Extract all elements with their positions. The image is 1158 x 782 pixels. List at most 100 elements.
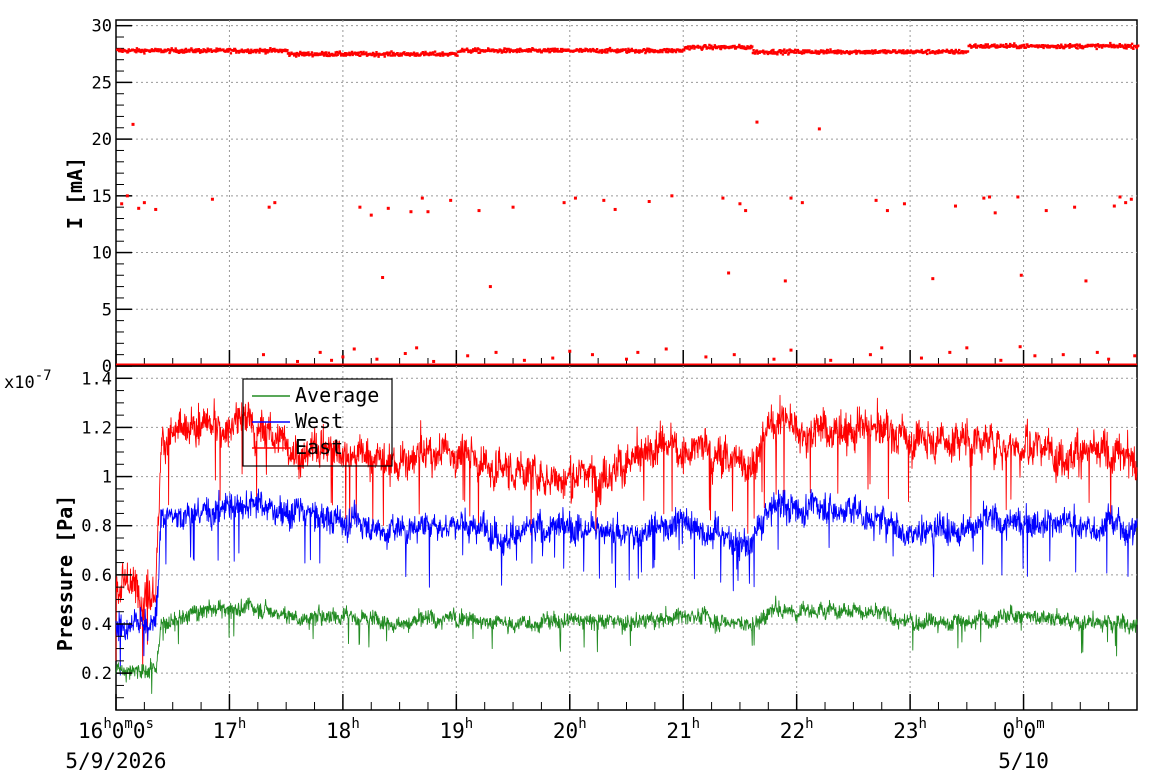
current-outlier-point (131, 122, 135, 126)
current-low-point (466, 354, 470, 358)
current-low-point (494, 350, 498, 354)
current-low-point (1033, 354, 1037, 358)
current-low-point (1095, 350, 1099, 354)
pressure-axis-exponent: x10-7 (4, 368, 52, 393)
current-outlier-point (755, 120, 759, 124)
current-low-point (261, 353, 265, 357)
current-low-point (375, 357, 379, 361)
current-outlier-point (477, 209, 481, 213)
legend-box (242, 378, 393, 467)
current-outlier-point (386, 206, 390, 210)
current-outlier-point (1129, 197, 1133, 201)
current-outlier-point (789, 196, 793, 200)
current-outlier-point (1084, 279, 1088, 283)
current-y-tick-label: 30 (92, 17, 112, 37)
time-tick-label: 19h (439, 716, 473, 743)
legend-label-west: West (295, 409, 343, 433)
legend-label-average: Average (295, 383, 379, 407)
current-outlier-point (1044, 209, 1048, 213)
current-low-point (1133, 354, 1137, 358)
current-outlier-point (573, 196, 577, 200)
current-y-tick-label: 25 (92, 73, 112, 93)
current-outlier-point (1112, 204, 1116, 208)
current-plot-frame (115, 19, 1138, 367)
current-outlier-point (670, 194, 674, 198)
time-axis: 16h0m0s 17h 18h 19h 20h 21h 22h 23h 0h0m 5/9/2026… (65, 716, 1048, 773)
current-low-point (948, 350, 952, 354)
time-tick-label: 18h (326, 716, 360, 743)
current-outlier-point (602, 198, 606, 202)
current-low-point (625, 357, 628, 361)
current-low-point (318, 350, 322, 354)
current-low-point (551, 356, 555, 360)
current-low-point (352, 347, 356, 351)
pressure-panel: 0.20.40.60.811.21.4 Pressure [Pa] x10-7 … (4, 365, 1138, 711)
current-outlier-point (1019, 273, 1023, 277)
current-outlier-point (721, 196, 725, 200)
current-panel: 0 5 10 15 20 25 30 I [mA] (63, 17, 1140, 377)
time-tick-label: 20h (553, 716, 587, 743)
current-outlier-point (744, 209, 748, 213)
pressure-y-tick-label: 0.8 (81, 517, 112, 537)
pressure-series-average (115, 595, 1138, 694)
time-tick-label: 23h (893, 716, 927, 743)
legend: Average West East (242, 378, 393, 467)
current-low-point (522, 358, 526, 362)
current-low-point (1061, 353, 1065, 357)
current-axis-title: I [mA] (63, 157, 87, 229)
current-outlier-point (369, 213, 373, 217)
current-outlier-point (1118, 195, 1122, 199)
current-low-point (636, 350, 640, 354)
current-main-band-points (116, 41, 1140, 58)
current-low-point (868, 353, 872, 357)
pressure-y-tick-label: 0.4 (81, 615, 112, 635)
current-outlier-point (1124, 201, 1128, 205)
current-outlier-point (953, 204, 957, 208)
current-y-tick-label: 0 (102, 357, 112, 377)
current-outlier-point (125, 194, 129, 198)
pressure-y-tick-label: 0.2 (81, 664, 112, 684)
pressure-axis-title: Pressure [Pa] (53, 495, 77, 652)
date-label: 5/10 (998, 749, 1049, 773)
current-outlier-point (885, 209, 889, 213)
current-low-point (330, 358, 334, 362)
time-tick-label: 21h (666, 716, 700, 743)
pressure-series-west (115, 488, 1138, 676)
current-outlier-point (409, 210, 413, 214)
current-outlier-point (993, 211, 997, 215)
current-outlier-point (120, 202, 124, 206)
current-low-point (880, 346, 884, 350)
pressure-y-tick-label: 1 (102, 468, 112, 488)
current-low-point (568, 349, 572, 353)
current-outlier-point (426, 210, 430, 214)
current-outlier-point (562, 201, 566, 205)
current-low-point (704, 355, 708, 359)
current-outlier-point (647, 200, 651, 204)
current-outlier-point (381, 276, 385, 280)
current-outlier-point (902, 202, 906, 206)
current-outlier-point (1016, 195, 1020, 199)
current-outlier-point (800, 201, 804, 205)
current-outlier-point (738, 202, 742, 206)
current-outlier-point (874, 198, 878, 202)
current-low-point (732, 353, 736, 357)
current-outlier-point (449, 198, 453, 202)
current-outlier-point (358, 205, 362, 209)
current-outlier-point (817, 127, 821, 131)
time-tick-label: 16h0m0s (78, 716, 154, 743)
current-outlier-point (988, 195, 992, 199)
date-label: 5/9/2026 (65, 749, 166, 773)
current-outlier-point (727, 271, 731, 275)
current-low-point (1107, 357, 1111, 361)
current-ticks: 0 5 10 15 20 25 30 (92, 17, 1110, 377)
current-outlier-point (613, 207, 617, 211)
current-outlier-point (1073, 205, 1077, 209)
current-outlier-point (210, 197, 214, 201)
current-outlier-point (931, 277, 935, 281)
pressure-ticks: 0.2 0.4 0.6 0.8 1 1.2 1.4 (81, 369, 1110, 710)
current-low-point (415, 346, 419, 350)
current-y-tick-label: 20 (92, 130, 112, 150)
current-y-tick-label: 10 (92, 244, 112, 264)
current-low-point (403, 352, 407, 356)
